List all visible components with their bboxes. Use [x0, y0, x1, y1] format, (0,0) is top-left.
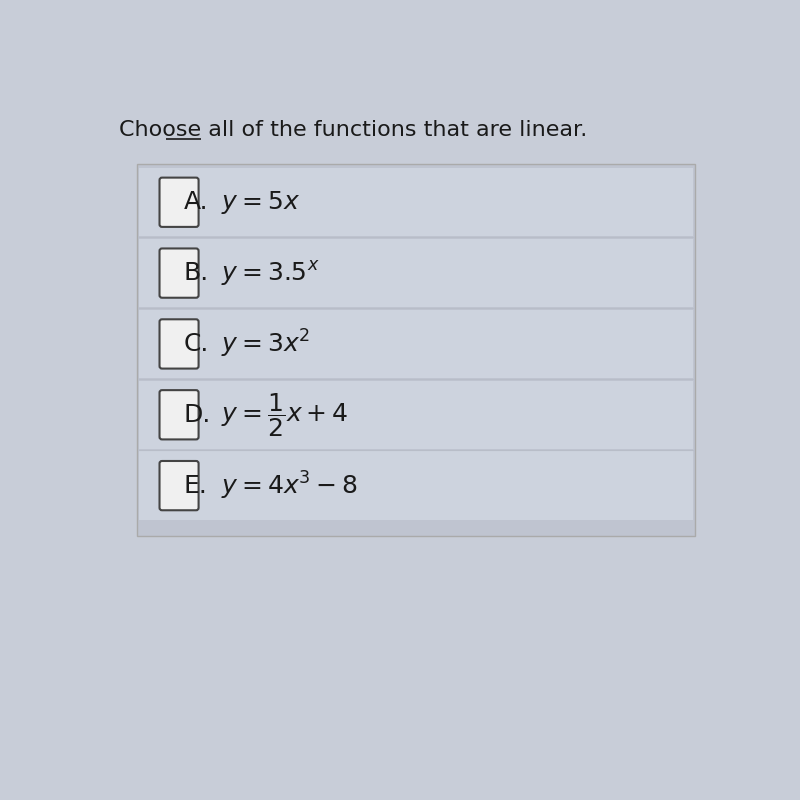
FancyBboxPatch shape — [159, 390, 198, 439]
Text: $y = 4x^{3} - 8$: $y = 4x^{3} - 8$ — [221, 470, 358, 502]
Text: $y = 3x^{2}$: $y = 3x^{2}$ — [221, 328, 310, 360]
Text: Choose all of the functions that are linear.: Choose all of the functions that are lin… — [118, 120, 587, 140]
Bar — [139, 381, 694, 449]
Text: $y = 5x$: $y = 5x$ — [221, 189, 300, 216]
Bar — [139, 310, 694, 378]
Bar — [138, 164, 695, 537]
FancyBboxPatch shape — [159, 319, 198, 369]
Bar — [139, 239, 694, 307]
Text: D.: D. — [184, 402, 211, 426]
FancyBboxPatch shape — [159, 461, 198, 510]
Text: B.: B. — [184, 261, 209, 285]
Text: $y = \dfrac{1}{2}x + 4$: $y = \dfrac{1}{2}x + 4$ — [221, 391, 348, 438]
Bar — [139, 451, 694, 520]
Text: $y = 3.5^{x}$: $y = 3.5^{x}$ — [221, 258, 319, 288]
Bar — [139, 168, 694, 237]
FancyBboxPatch shape — [159, 178, 198, 227]
Text: A.: A. — [184, 190, 208, 214]
Text: E.: E. — [184, 474, 207, 498]
Text: C.: C. — [184, 332, 209, 356]
FancyBboxPatch shape — [159, 249, 198, 298]
